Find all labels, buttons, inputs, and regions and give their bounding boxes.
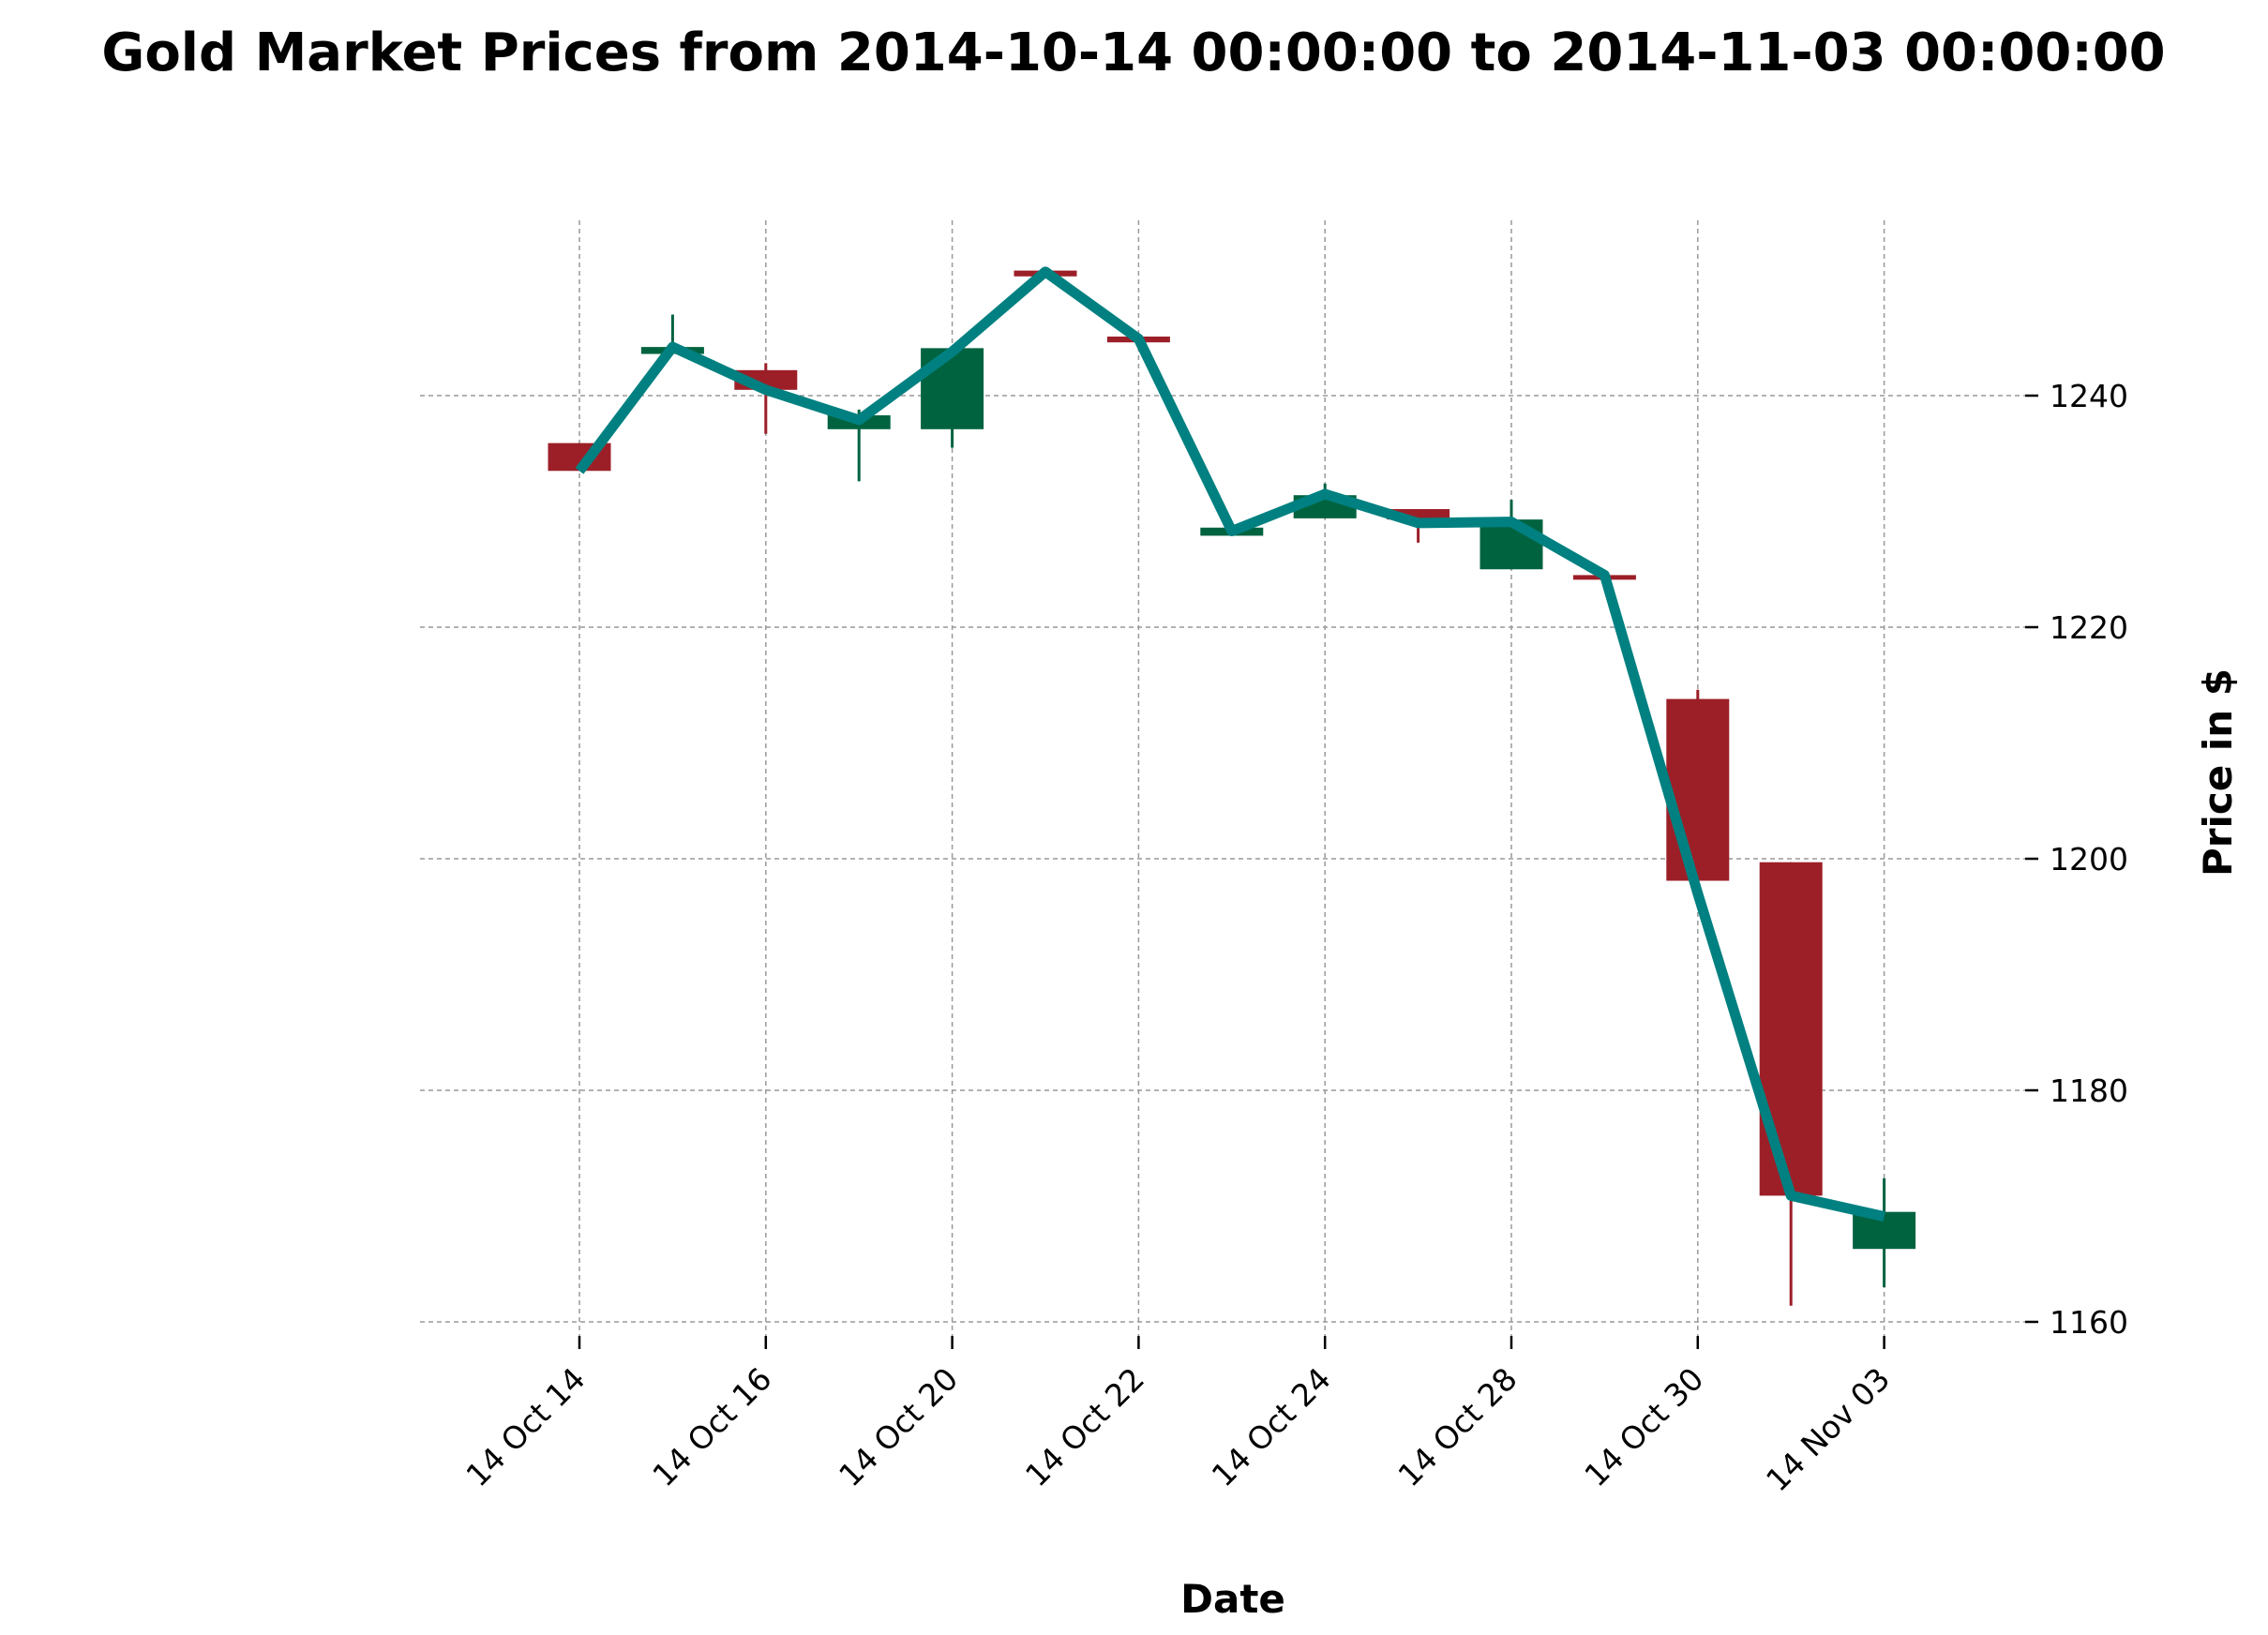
- candle-body: [921, 348, 984, 429]
- y-tick-label: 1200: [2050, 841, 2128, 878]
- candles: [548, 270, 1916, 1306]
- x-tick-label: 14 Nov 03: [1759, 1360, 1897, 1498]
- price-line: [575, 266, 1885, 1222]
- x-tick-label: 14 Oct 24: [1205, 1360, 1338, 1493]
- x-tick-label: 14 Oct 16: [645, 1360, 778, 1493]
- candle: [1853, 1178, 1916, 1287]
- y-tick-label: 1240: [2050, 378, 2128, 414]
- candle-body: [1666, 698, 1730, 881]
- candle-body: [1759, 862, 1823, 1196]
- y-tick-label: 1220: [2050, 609, 2128, 646]
- x-axis-label: Date: [1180, 1576, 1285, 1622]
- y-axis-label: Price in $: [2195, 668, 2241, 877]
- candle: [1759, 862, 1823, 1306]
- candle: [1479, 500, 1543, 570]
- candle-body: [1479, 519, 1543, 570]
- y-tick-label: 1180: [2050, 1072, 2128, 1109]
- axis-ticks: 1160 1180 1200 1220 1240 14 Oct 14 14 Oct 16 14…: [459, 378, 2128, 1498]
- x-tick-label: 14 Oct 20: [832, 1360, 965, 1493]
- x-tick-label: 14 Oct 30: [1577, 1360, 1710, 1493]
- candle-body: [1387, 509, 1450, 520]
- price-line-layer: [575, 266, 1885, 1222]
- x-tick-label: 14 Oct 28: [1391, 1360, 1525, 1493]
- candle: [1666, 689, 1730, 903]
- x-tick-label: 14 Oct 22: [1018, 1360, 1151, 1493]
- y-tick-label: 1160: [2050, 1304, 2128, 1341]
- x-tick-label: 14 Oct 14: [459, 1360, 593, 1493]
- chart-title: Gold Market Prices from 2014-10-14 00:00…: [101, 22, 2165, 83]
- candle-body: [1853, 1211, 1916, 1250]
